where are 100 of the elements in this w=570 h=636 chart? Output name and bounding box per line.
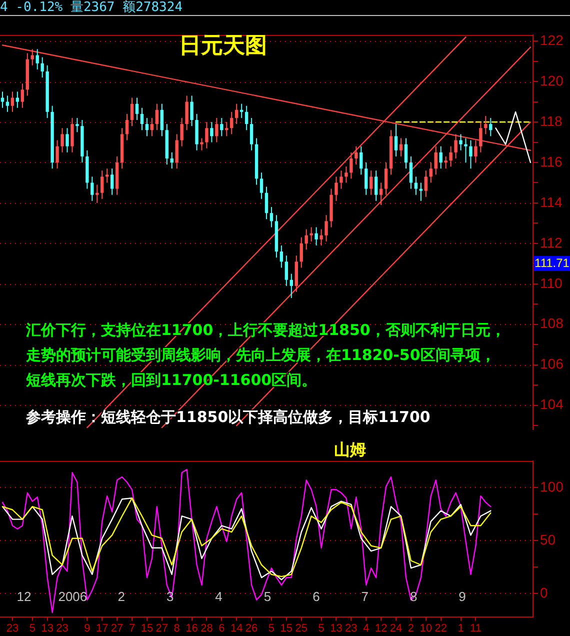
candlestick xyxy=(320,228,323,246)
candlestick xyxy=(56,140,59,170)
candlestick xyxy=(324,214,328,242)
candlestick xyxy=(360,146,363,176)
y-tick-label: 112 xyxy=(540,234,563,250)
candlestick xyxy=(409,156,413,190)
candlestick xyxy=(479,122,482,153)
x-tick-label: 23 xyxy=(56,622,68,634)
y-tick-label: 114 xyxy=(540,194,563,210)
x-tick-label: 13 xyxy=(330,622,342,634)
candlestick xyxy=(185,95,188,131)
candlestick xyxy=(284,255,288,286)
x-tick-label: 26 xyxy=(245,622,258,634)
annotation: 6 xyxy=(312,589,320,604)
x-tick-label: 14 xyxy=(230,622,243,634)
candlestick xyxy=(364,162,368,196)
x-tick-label: 25 xyxy=(295,622,308,634)
candlestick xyxy=(175,134,178,170)
x-tick-label: 15 xyxy=(280,622,293,634)
candlestick xyxy=(474,140,478,163)
candlestick xyxy=(464,138,468,163)
candlestick xyxy=(210,122,214,143)
candlestick xyxy=(379,182,383,206)
candlestick xyxy=(370,170,373,196)
candlestick xyxy=(424,170,428,198)
y-tick-label: 50 xyxy=(540,531,556,548)
x-tick-label: 22 xyxy=(434,622,447,634)
candlestick xyxy=(290,273,294,299)
y-tick-label: 0 xyxy=(540,584,548,600)
y-tick-label: 106 xyxy=(540,356,564,372)
candlestick xyxy=(220,117,224,137)
candlestick xyxy=(106,168,109,184)
annotation: 3 xyxy=(166,589,174,604)
x-tick-label: 10 xyxy=(420,622,432,634)
candlestick xyxy=(20,83,24,108)
candlestick xyxy=(40,56,44,78)
candlestick xyxy=(200,138,204,151)
line-series xyxy=(495,111,532,164)
y-tick-label: 108 xyxy=(540,315,564,332)
x-tick-label: 27 xyxy=(156,622,168,634)
candlestick xyxy=(36,48,39,70)
y-tick-label: 100 xyxy=(540,478,564,494)
candlestick xyxy=(96,184,99,204)
text: 111.71 xyxy=(534,256,570,271)
x-tick-label: 24 xyxy=(390,622,402,634)
y-tick-label: 120 xyxy=(540,72,564,88)
x-tick-label: 17 xyxy=(96,622,108,634)
candlestick xyxy=(135,97,139,120)
annotation: 12 xyxy=(16,589,32,604)
candlestick xyxy=(444,156,448,170)
x-tick-label: 8 xyxy=(174,622,180,634)
candlestick xyxy=(439,146,442,170)
x-tick-label: 9 xyxy=(84,622,90,634)
candlestick xyxy=(16,91,20,108)
candlestick xyxy=(340,170,343,190)
candlestick xyxy=(334,176,338,202)
candlestick xyxy=(449,146,452,168)
candlestick xyxy=(434,146,438,176)
candlestick xyxy=(150,117,154,137)
candlestick xyxy=(190,95,194,127)
candlestick xyxy=(304,228,308,250)
candlestick xyxy=(394,124,398,157)
candlestick xyxy=(6,95,10,112)
candlestick xyxy=(140,107,144,131)
y-tick-label: 104 xyxy=(540,396,564,412)
y-tick-label: 116 xyxy=(540,153,563,170)
candlestick xyxy=(235,103,238,125)
candlestick xyxy=(354,146,358,166)
x-tick-label: 5 xyxy=(268,622,275,634)
x-tick-label: 4 xyxy=(363,622,370,634)
x-tick-label: 12 xyxy=(374,622,388,634)
chart-title: 山姆 xyxy=(334,440,366,460)
annotation: 2 xyxy=(118,589,126,604)
candlestick xyxy=(70,117,74,153)
candlestick xyxy=(0,91,4,108)
candlestick xyxy=(215,117,218,143)
candlestick xyxy=(110,168,114,196)
x-tick-label: 13 xyxy=(41,622,54,634)
candlestick xyxy=(145,117,149,137)
candlestick xyxy=(125,113,129,141)
candlestick xyxy=(244,105,248,131)
candlestick xyxy=(250,117,254,151)
candlestick xyxy=(459,134,462,151)
annotation: 9 xyxy=(458,589,466,604)
candlestick xyxy=(205,122,208,149)
candlestick xyxy=(264,186,268,220)
x-tick-label: 16 xyxy=(186,622,198,634)
candlestick xyxy=(454,134,458,159)
candlestick xyxy=(484,115,488,135)
candlestick xyxy=(384,162,388,196)
x-tick-label: 5 xyxy=(318,622,324,634)
candlestick xyxy=(160,103,164,137)
candlestick xyxy=(240,103,244,118)
candlestick xyxy=(270,206,274,228)
candlestick xyxy=(350,152,353,180)
annotation: 4 xyxy=(215,589,222,604)
candlestick xyxy=(60,128,64,153)
x-tick-label: 2 xyxy=(408,622,414,634)
candlestick xyxy=(170,152,174,170)
candlestick xyxy=(76,117,79,133)
